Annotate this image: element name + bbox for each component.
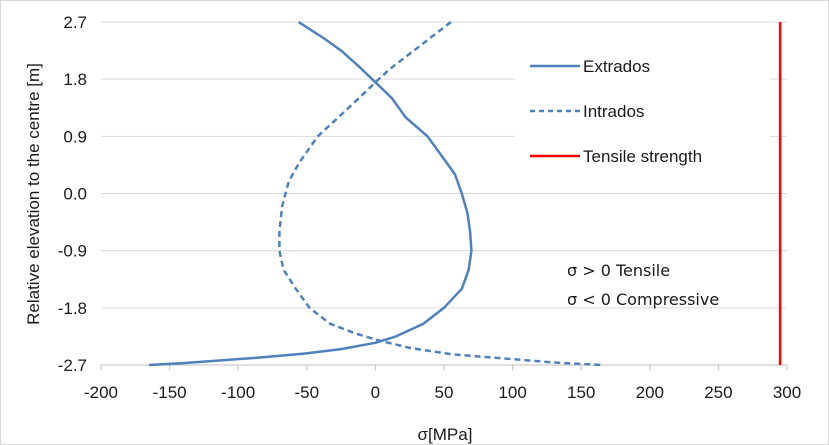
y-tick-label: -2.7 (58, 356, 87, 375)
tick-labels: 2.7 1.8 0.9 0.0 -0.9 -1.8 -2.7 -200 -150 -100 -50 0… (58, 13, 801, 402)
x-tick-label: -100 (221, 383, 255, 402)
y-tick-label: 2.7 (63, 13, 87, 32)
x-axis-title: σ[MPa] (418, 425, 473, 444)
x-tick-label: 300 (773, 383, 801, 402)
x-tick-label: 0 (371, 383, 380, 402)
legend-label-extrados: Extrados (583, 57, 650, 76)
x-tick-label: -200 (84, 383, 118, 402)
series-lines (148, 20, 782, 367)
axes (100, 364, 788, 370)
series-intrados (278, 21, 602, 367)
x-tick-label: 200 (636, 383, 664, 402)
y-tick-label: -1.8 (58, 299, 87, 318)
y-axis-title: Relative elevation to the centre [m] (24, 63, 43, 325)
x-tick-label: 150 (567, 383, 595, 402)
legend: Extrados Intrados Tensile strength (515, 44, 770, 184)
legend-label-intrados: Intrados (583, 102, 644, 121)
x-tick-label: -150 (153, 383, 187, 402)
y-tick-label: 0.9 (63, 127, 87, 146)
annotation-tensile: σ > 0 Tensile (567, 261, 670, 280)
legend-label-tensile-strength: Tensile strength (583, 147, 702, 166)
y-tick-label: 1.8 (63, 70, 87, 89)
y-tick-label: 0.0 (63, 185, 87, 204)
x-tick-label: 50 (435, 383, 454, 402)
x-tick-label: 100 (498, 383, 526, 402)
series-extrados (148, 20, 473, 367)
legend-background (515, 44, 770, 184)
annotation-compressive: σ < 0 Compressive (567, 290, 719, 309)
x-tick-label: 250 (704, 383, 732, 402)
x-tick-label: -50 (295, 383, 320, 402)
y-tick-label: -0.9 (58, 242, 87, 261)
